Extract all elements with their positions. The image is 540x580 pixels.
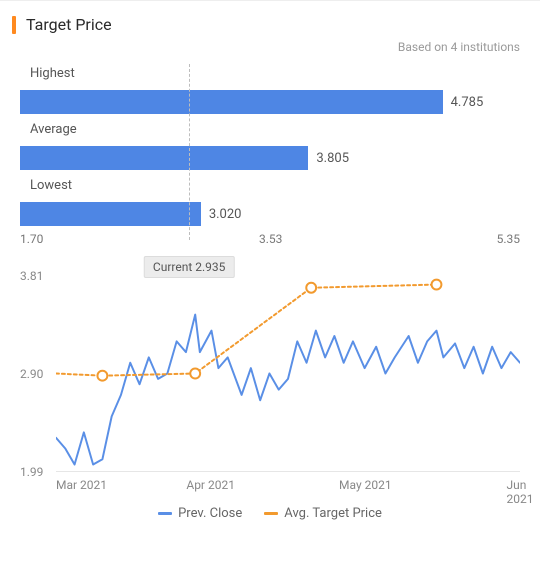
legend-item: Avg. Target Price [264,506,382,521]
bar-row: Average 3.805 [20,120,520,170]
bar-value: 4.785 [451,95,484,110]
line-x-tick: May 2021 [339,478,392,492]
price-line-chart: 1.992.903.81 Mar 2021Apr 2021May 2021Jun… [20,276,520,496]
series-line [56,285,436,376]
line-svg [56,276,520,471]
bar-x-tick: 5.35 [497,232,520,246]
target-price-bar-chart: Highest 4.785 Average 3.805 Lowest 3.020 1.70 3… [20,64,520,254]
panel-subtitle: Based on 4 institutions [12,40,520,54]
chart-legend: Prev. Close Avg. Target Price [12,506,528,521]
series-marker-icon [432,280,442,290]
legend-item: Prev. Close [158,506,242,521]
bar-x-tick: 3.53 [259,232,282,246]
legend-swatch-icon [264,512,278,515]
line-x-tick: Apr 2021 [186,478,235,492]
target-price-panel: Target Price Based on 4 institutions Hig… [0,0,540,529]
line-y-tick: 3.81 [20,269,43,283]
bar-row: Lowest 3.020 [20,176,520,226]
bar-rect [20,146,308,170]
line-x-tick: Mar 2021 [56,478,107,492]
panel-header: Target Price [12,15,528,34]
bar-rect [20,202,201,226]
current-price-pill: Current 2.935 [144,256,234,278]
legend-label: Avg. Target Price [284,506,382,521]
line-y-tick: 2.90 [20,367,43,381]
line-plot-area [56,276,520,472]
panel-title: Target Price [26,15,112,34]
bar-rect [20,90,443,114]
line-x-tick: Jun 2021 [507,478,534,506]
bar-x-tick: 1.70 [20,232,43,246]
line-y-tick: 1.99 [20,465,43,479]
legend-swatch-icon [158,512,172,515]
current-price-marker [189,64,190,240]
legend-label: Prev. Close [178,506,242,521]
bar-label: Average [30,122,77,137]
bar-label: Lowest [30,178,72,193]
series-line [56,315,520,465]
title-marker-icon [12,16,16,34]
bar-row: Highest 4.785 [20,64,520,114]
bar-label: Highest [30,66,75,81]
line-x-axis: Mar 2021Apr 2021May 2021Jun 2021 [56,476,520,496]
series-marker-icon [306,283,316,293]
series-marker-icon [190,369,200,379]
bar-x-axis: 1.70 3.53 5.35 [20,232,520,254]
line-y-axis: 1.992.903.81 [20,276,56,472]
series-marker-icon [97,371,107,381]
bar-value: 3.805 [316,151,349,166]
bar-value: 3.020 [209,207,242,222]
